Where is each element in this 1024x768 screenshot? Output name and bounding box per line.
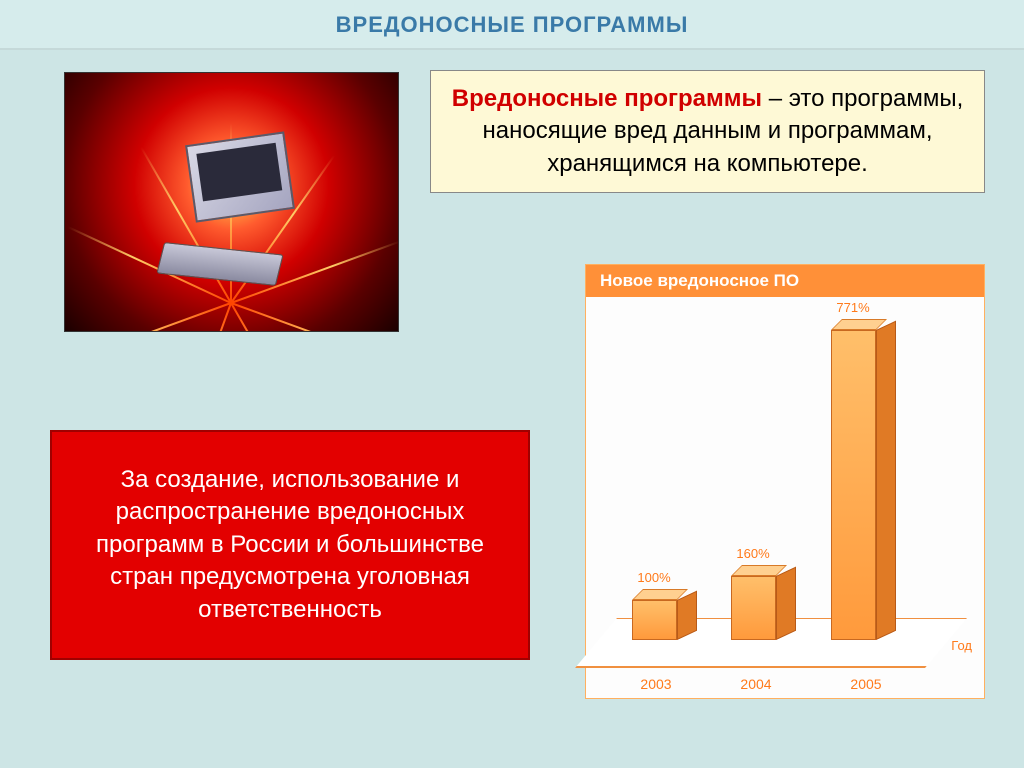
chart-bar: 100% <box>632 600 697 640</box>
malware-chart: Новое вредоносное ПО Год 100% 2003 160% 200… <box>585 264 985 699</box>
slide-title: ВРЕДОНОСНЫЕ ПРОГРАММЫ <box>0 0 1024 50</box>
chart-data-label: 100% <box>624 570 684 585</box>
chart-x-label: 2005 <box>836 676 896 692</box>
warning-box: За создание, использование и распростран… <box>50 430 530 660</box>
chart-x-label: 2004 <box>726 676 786 692</box>
chart-data-label: 160% <box>723 546 783 561</box>
chart-axis-label: Год <box>951 638 972 653</box>
chart-data-label: 771% <box>823 300 883 315</box>
definition-box: Вредоносные программы – это программы, н… <box>430 70 985 193</box>
monitor-icon <box>185 131 295 222</box>
chart-bar: 160% <box>731 576 796 640</box>
explosion-image <box>64 72 399 332</box>
chart-x-label: 2003 <box>626 676 686 692</box>
definition-term: Вредоносные программы <box>452 85 762 112</box>
chart-area: Год 100% 2003 160% 2004 771% 2005 <box>586 297 984 698</box>
chart-title: Новое вредоносное ПО <box>586 265 984 297</box>
chart-bar: 771% <box>831 330 896 640</box>
warning-text: За создание, использование и распростран… <box>70 464 510 626</box>
